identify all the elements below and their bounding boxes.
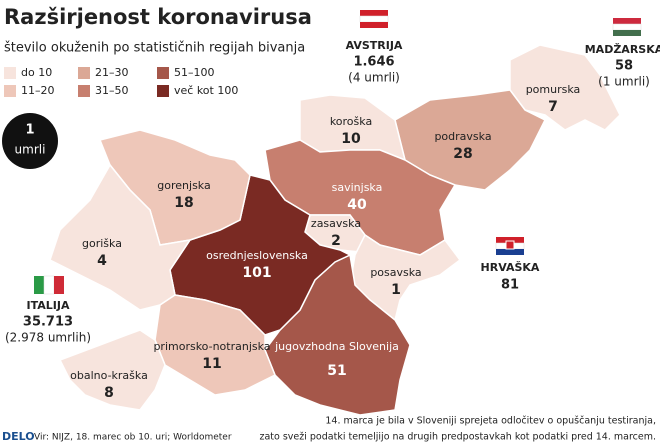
flag-croatia	[495, 237, 525, 255]
flag-austria	[359, 10, 389, 28]
legend-label: 11–20	[21, 84, 55, 97]
region-value: 11	[202, 356, 221, 372]
region-name: primorsko-notranjska	[153, 340, 270, 353]
region-name: podravska	[434, 130, 491, 143]
subtitle: število okuženih po statističnih regijah…	[4, 41, 305, 56]
legend-swatch	[4, 67, 16, 79]
logo: DELO	[2, 430, 35, 443]
legend-label: do 10	[21, 66, 52, 79]
country-cases: 1.646	[353, 55, 394, 70]
country-name: MADŽARSKA	[585, 43, 660, 56]
country-cases: 81	[501, 278, 519, 293]
badge-value: 1	[25, 123, 34, 138]
region-value: 40	[347, 197, 367, 213]
legend: do 10 11–20 21–30 31–50 51–100 več kot 100	[4, 66, 238, 97]
region-value: 28	[453, 146, 472, 162]
region-value: 101	[242, 265, 271, 281]
region-value: 2	[331, 233, 341, 249]
region	[49, 163, 192, 311]
country-name: HRVAŠKA	[481, 261, 540, 274]
country-name: AVSTRIJA	[346, 39, 403, 52]
region-name: posavska	[370, 266, 421, 279]
legend-swatch	[157, 67, 169, 79]
badge	[2, 113, 58, 169]
region-value: 8	[104, 385, 114, 401]
note-line: zato sveži podatki temeljijo na drugih p…	[259, 432, 656, 443]
legend-swatch	[78, 67, 90, 79]
region-value: 10	[341, 131, 361, 147]
legend-swatch	[78, 85, 90, 97]
map	[49, 44, 621, 416]
legend-swatch	[157, 85, 169, 97]
flag-hungary	[612, 18, 642, 36]
region-value: 4	[97, 253, 107, 269]
region-name: gorenjska	[157, 179, 210, 192]
logo-box	[0, 428, 30, 447]
country-name: ITALIJA	[27, 299, 70, 312]
title: Razširjenost koronavirusa	[4, 5, 312, 29]
region-labels: pomurska7podravska28koroška10savinjska40…	[70, 83, 580, 401]
flag-italy	[34, 275, 64, 295]
region-name: zasavska	[311, 217, 361, 230]
region-name: goriška	[82, 237, 122, 250]
region-value: 1	[391, 282, 401, 298]
country-deaths: (2.978 umrlih)	[5, 331, 91, 345]
legend-swatch	[4, 85, 16, 97]
region-name: jugovzhodna Slovenija	[274, 340, 399, 353]
region-value: 51	[327, 363, 346, 379]
badge-label: umrli	[15, 143, 46, 157]
country-deaths: (4 umrli)	[348, 71, 400, 85]
legend-label: več kot 100	[174, 84, 238, 97]
region-name: osrednjeslovenska	[206, 249, 308, 262]
country-cases: 35.713	[23, 315, 73, 330]
source: Vir: NIJZ, 18. marec ob 10. uri; Worldom…	[34, 433, 232, 443]
region-name: koroška	[330, 115, 372, 128]
country-cases: 58	[615, 59, 633, 74]
region-value: 18	[174, 195, 193, 211]
region-name: savinjska	[332, 181, 383, 194]
region-name: pomurska	[526, 83, 581, 96]
legend-label: 21–30	[95, 66, 129, 79]
note-line: 14. marca je bila v Sloveniji sprejeta o…	[325, 416, 656, 427]
country-deaths: (1 umrli)	[598, 75, 650, 89]
region-value: 7	[548, 99, 558, 115]
legend-label: 51–100	[174, 66, 215, 79]
legend-label: 31–50	[95, 84, 129, 97]
region	[58, 329, 166, 411]
region-name: obalno-kraška	[70, 369, 148, 382]
